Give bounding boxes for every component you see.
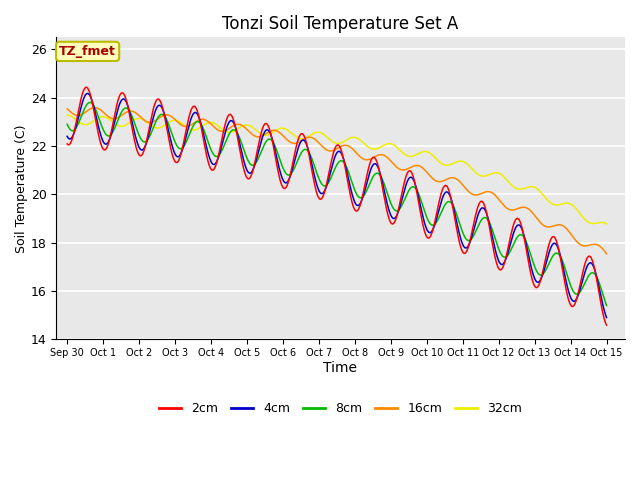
Y-axis label: Soil Temperature (C): Soil Temperature (C) (15, 124, 28, 252)
Text: TZ_fmet: TZ_fmet (60, 45, 116, 58)
X-axis label: Time: Time (323, 361, 358, 375)
Legend: 2cm, 4cm, 8cm, 16cm, 32cm: 2cm, 4cm, 8cm, 16cm, 32cm (154, 397, 527, 420)
Title: Tonzi Soil Temperature Set A: Tonzi Soil Temperature Set A (222, 15, 459, 33)
